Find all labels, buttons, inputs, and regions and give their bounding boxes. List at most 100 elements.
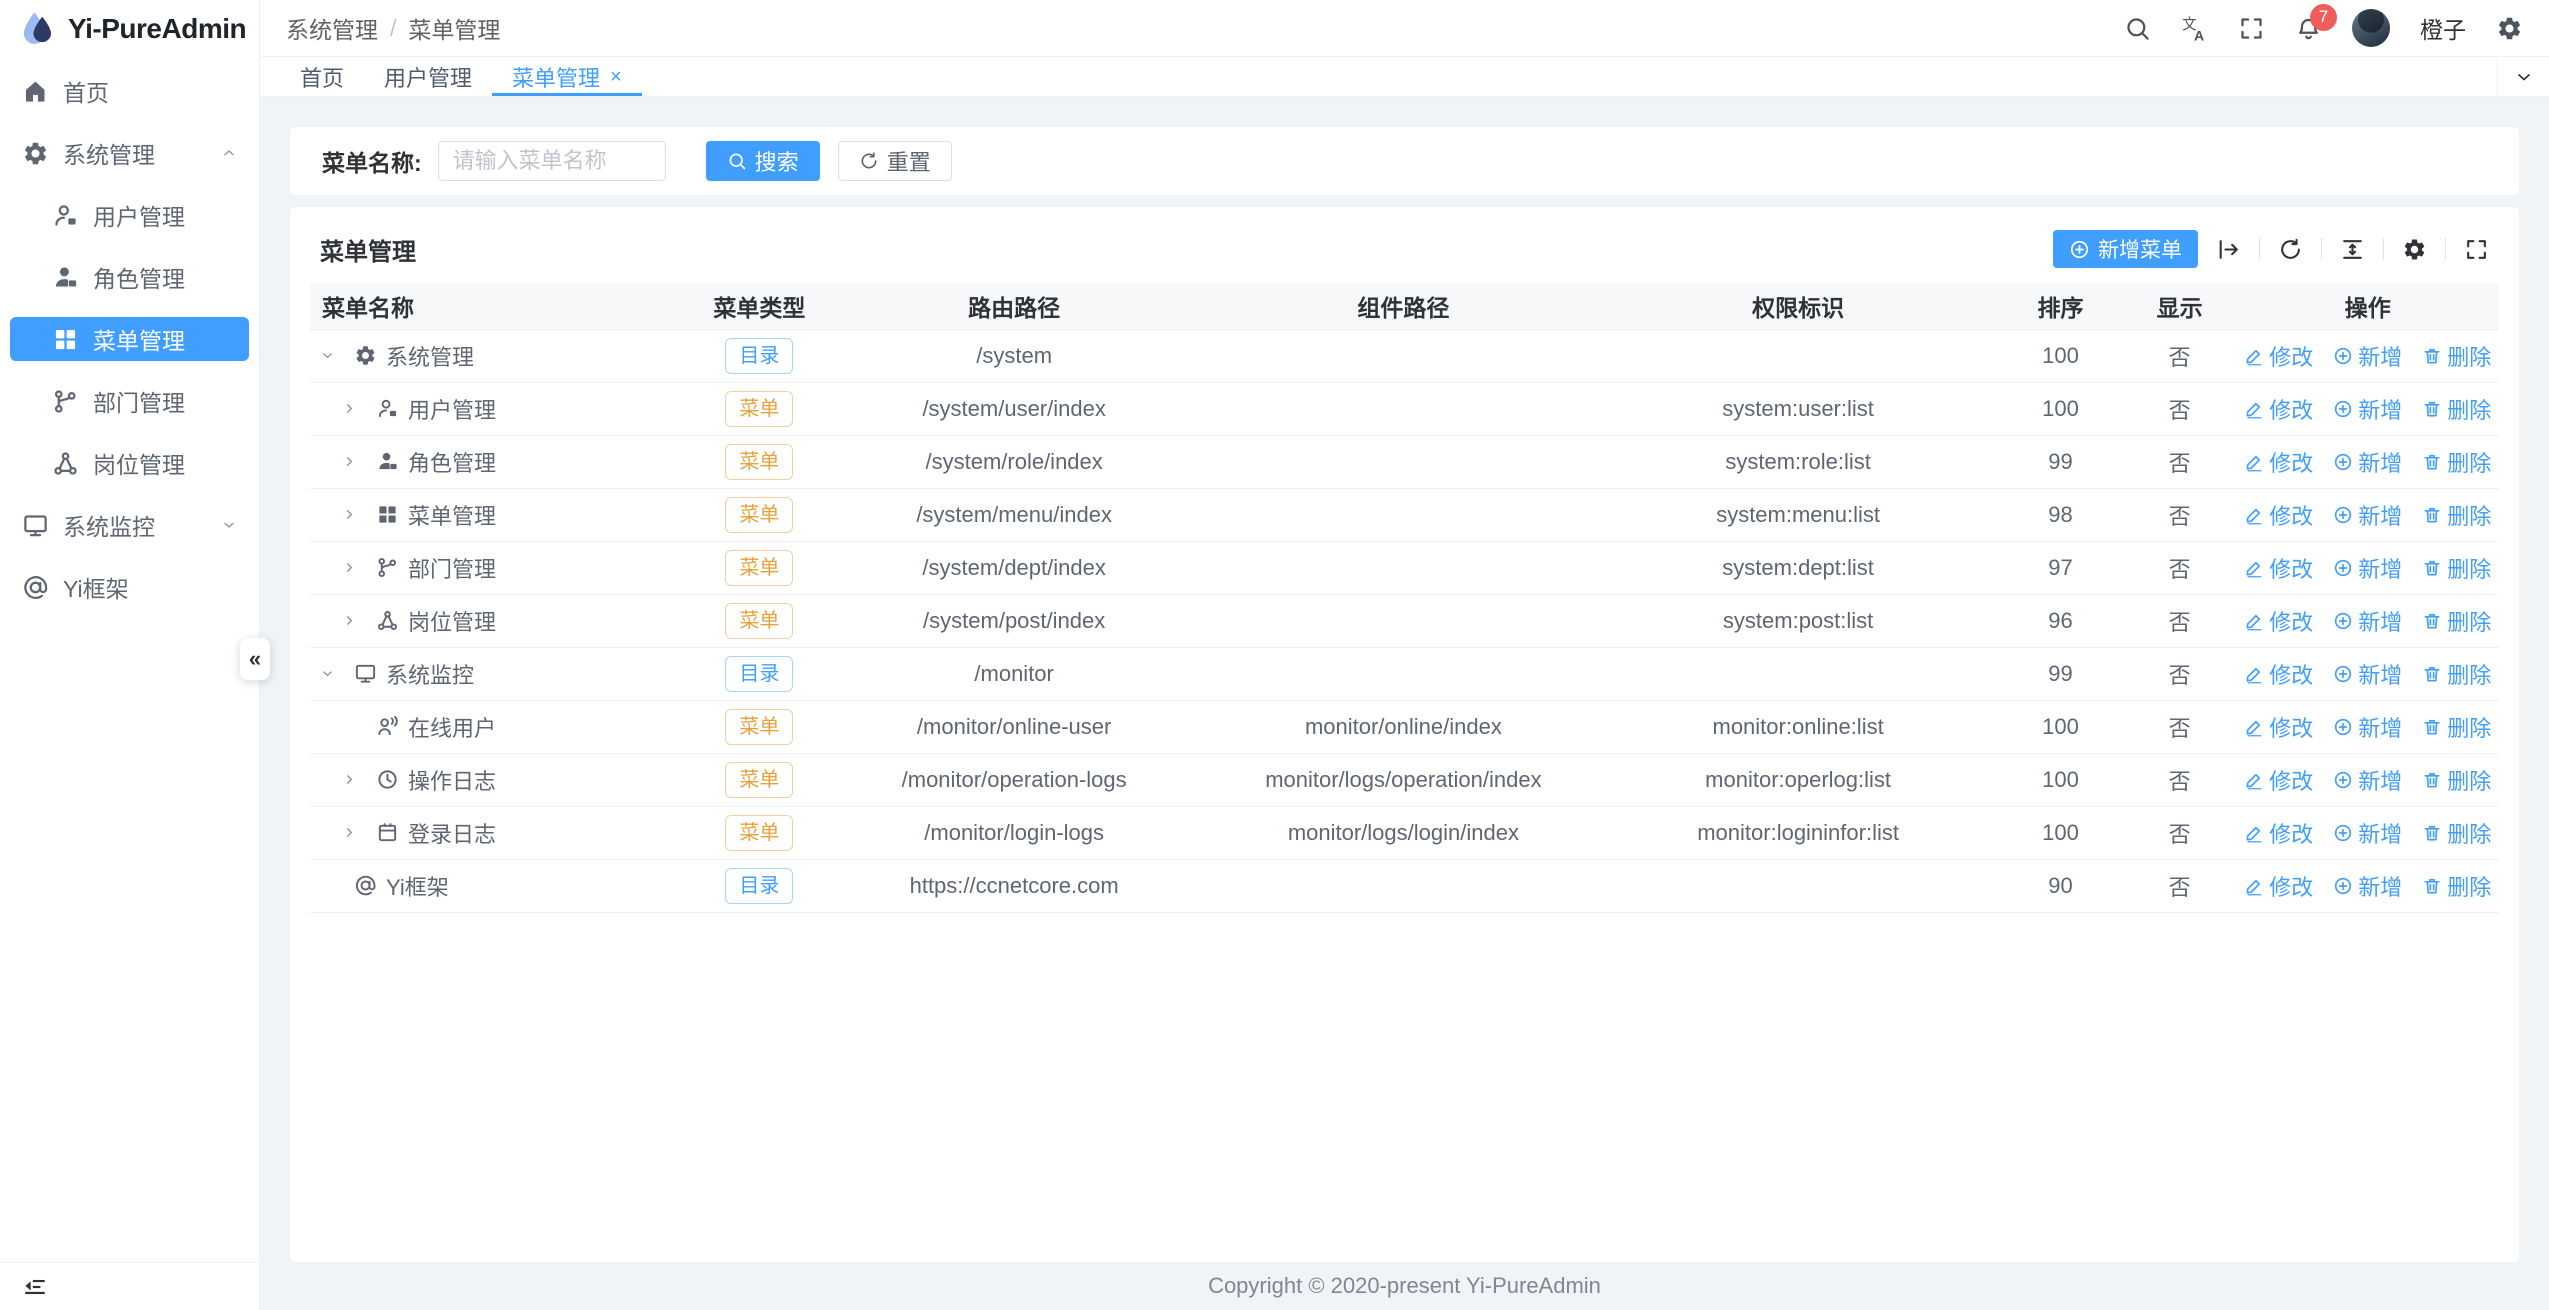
edit-link[interactable]: 修改 [2244, 552, 2313, 584]
add-link[interactable]: 新增 [2333, 552, 2402, 584]
expand-rows-icon[interactable] [2216, 237, 2241, 262]
add-link[interactable]: 新增 [2333, 870, 2402, 902]
tab-菜单管理[interactable]: 菜单管理 × [492, 57, 642, 96]
menu-type-tag: 菜单 [725, 496, 794, 533]
row-expand-chevron-right-icon[interactable] [342, 507, 357, 522]
edit-link[interactable]: 修改 [2244, 393, 2313, 425]
density-icon[interactable] [2340, 237, 2365, 262]
sidebar-item-Yi框架[interactable]: Yi框架 [10, 565, 249, 609]
trash-icon [2422, 611, 2442, 631]
row-expand-toggle[interactable] [342, 560, 376, 575]
add-link[interactable]: 新增 [2333, 605, 2402, 637]
delete-link[interactable]: 删除 [2422, 552, 2491, 584]
column-settings-icon[interactable] [2402, 237, 2427, 262]
edit-link[interactable]: 修改 [2244, 764, 2313, 796]
reset-button[interactable]: 重置 [837, 141, 952, 181]
content: 菜单名称: 搜索 重置 菜单管理 新增菜单 [260, 97, 2549, 1262]
delete-link[interactable]: 删除 [2422, 764, 2491, 796]
delete-link[interactable]: 删除 [2422, 605, 2491, 637]
visible-value: 否 [2122, 753, 2237, 807]
tab-首页[interactable]: 首页 [280, 57, 364, 96]
close-icon[interactable]: × [610, 65, 622, 88]
tab-用户管理[interactable]: 用户管理 [364, 57, 492, 96]
row-expand-chevron-right-icon[interactable] [342, 454, 357, 469]
row-expand-toggle[interactable] [320, 348, 354, 363]
breadcrumb-item[interactable]: 菜单管理 [408, 17, 501, 43]
row-expand-toggle[interactable] [342, 613, 376, 628]
search-icon[interactable] [2124, 15, 2151, 42]
add-link[interactable]: 新增 [2333, 340, 2402, 372]
row-expand-chevron-right-icon[interactable] [342, 560, 357, 575]
grid-icon [52, 326, 79, 353]
menu-name-input[interactable] [437, 141, 666, 181]
app-logo[interactable]: Yi-PureAdmin [0, 0, 259, 57]
row-expand-chevron-right-icon[interactable] [342, 401, 357, 416]
add-link[interactable]: 新增 [2333, 711, 2402, 743]
add-menu-button[interactable]: 新增菜单 [2053, 230, 2198, 268]
sidebar-item-系统监控[interactable]: 系统监控 [10, 503, 249, 547]
fullscreen-icon[interactable] [2238, 15, 2265, 42]
delete-link[interactable]: 删除 [2422, 446, 2491, 478]
edit-link[interactable]: 修改 [2244, 658, 2313, 690]
add-link[interactable]: 新增 [2333, 499, 2402, 531]
sidebar-item-用户管理[interactable]: 用户管理 [10, 193, 249, 237]
delete-link[interactable]: 删除 [2422, 499, 2491, 531]
row-expand-chevron-down-icon[interactable] [320, 348, 335, 363]
add-link[interactable]: 新增 [2333, 393, 2402, 425]
column-header: 排序 [1998, 283, 2123, 330]
row-expand-chevron-down-icon[interactable] [320, 666, 335, 681]
sidebar-collapse-button[interactable]: « [240, 638, 270, 680]
sidebar-item-角色管理[interactable]: 角色管理 [10, 255, 249, 299]
refresh-table-icon[interactable] [2278, 237, 2303, 262]
delete-link[interactable]: 删除 [2422, 340, 2491, 372]
tab-more-button[interactable] [2497, 57, 2549, 96]
gear-icon [22, 140, 49, 167]
plus-circle-icon [2333, 876, 2353, 896]
edit-link[interactable]: 修改 [2244, 499, 2313, 531]
row-expand-toggle[interactable] [320, 666, 354, 681]
add-link[interactable]: 新增 [2333, 764, 2402, 796]
edit-link[interactable]: 修改 [2244, 340, 2313, 372]
row-expand-toggle[interactable] [342, 401, 376, 416]
delete-link[interactable]: 删除 [2422, 711, 2491, 743]
sidebar-item-部门管理[interactable]: 部门管理 [10, 379, 249, 423]
sidebar-item-菜单管理[interactable]: 菜单管理 [10, 317, 249, 361]
delete-link[interactable]: 删除 [2422, 658, 2491, 690]
add-link[interactable]: 新增 [2333, 817, 2402, 849]
add-link[interactable]: 新增 [2333, 446, 2402, 478]
component-path [1208, 435, 1599, 489]
breadcrumb-item[interactable]: 系统管理 [286, 17, 378, 43]
row-expand-chevron-right-icon[interactable] [342, 772, 357, 787]
sort-value: 99 [1998, 435, 2123, 489]
username[interactable]: 橙子 [2420, 17, 2466, 43]
chevron-down-icon [2514, 67, 2534, 87]
delete-link[interactable]: 删除 [2422, 817, 2491, 849]
row-expand-toggle[interactable] [342, 825, 376, 840]
edit-link[interactable]: 修改 [2244, 605, 2313, 637]
edit-link[interactable]: 修改 [2244, 446, 2313, 478]
edit-link[interactable]: 修改 [2244, 711, 2313, 743]
delete-link[interactable]: 删除 [2422, 870, 2491, 902]
row-expand-toggle[interactable] [342, 772, 376, 787]
edit-link[interactable]: 修改 [2244, 870, 2313, 902]
settings-gear-icon[interactable] [2496, 15, 2523, 42]
search-button[interactable]: 搜索 [705, 141, 820, 181]
menu-type-tag: 菜单 [725, 390, 794, 427]
sidebar-item-岗位管理[interactable]: 岗位管理 [10, 441, 249, 485]
row-expand-chevron-right-icon[interactable] [342, 613, 357, 628]
row-expand-chevron-right-icon[interactable] [342, 825, 357, 840]
sidebar-item-系统管理[interactable]: 系统管理 [10, 131, 249, 175]
notifications-bell[interactable]: 7 [2295, 3, 2337, 42]
add-link[interactable]: 新增 [2333, 658, 2402, 690]
avatar[interactable] [2352, 9, 2390, 47]
edit-link[interactable]: 修改 [2244, 817, 2313, 849]
menu-fold-icon[interactable] [22, 1274, 48, 1300]
table-row: 岗位管理 菜单 /system/post/index system:post:l… [310, 594, 2499, 648]
sidebar-item-首页[interactable]: 首页 [10, 69, 249, 113]
row-expand-toggle[interactable] [342, 507, 376, 522]
plus-circle-icon [2333, 399, 2353, 419]
delete-link[interactable]: 删除 [2422, 393, 2491, 425]
row-expand-toggle[interactable] [342, 454, 376, 469]
table-fullscreen-icon[interactable] [2464, 237, 2489, 262]
